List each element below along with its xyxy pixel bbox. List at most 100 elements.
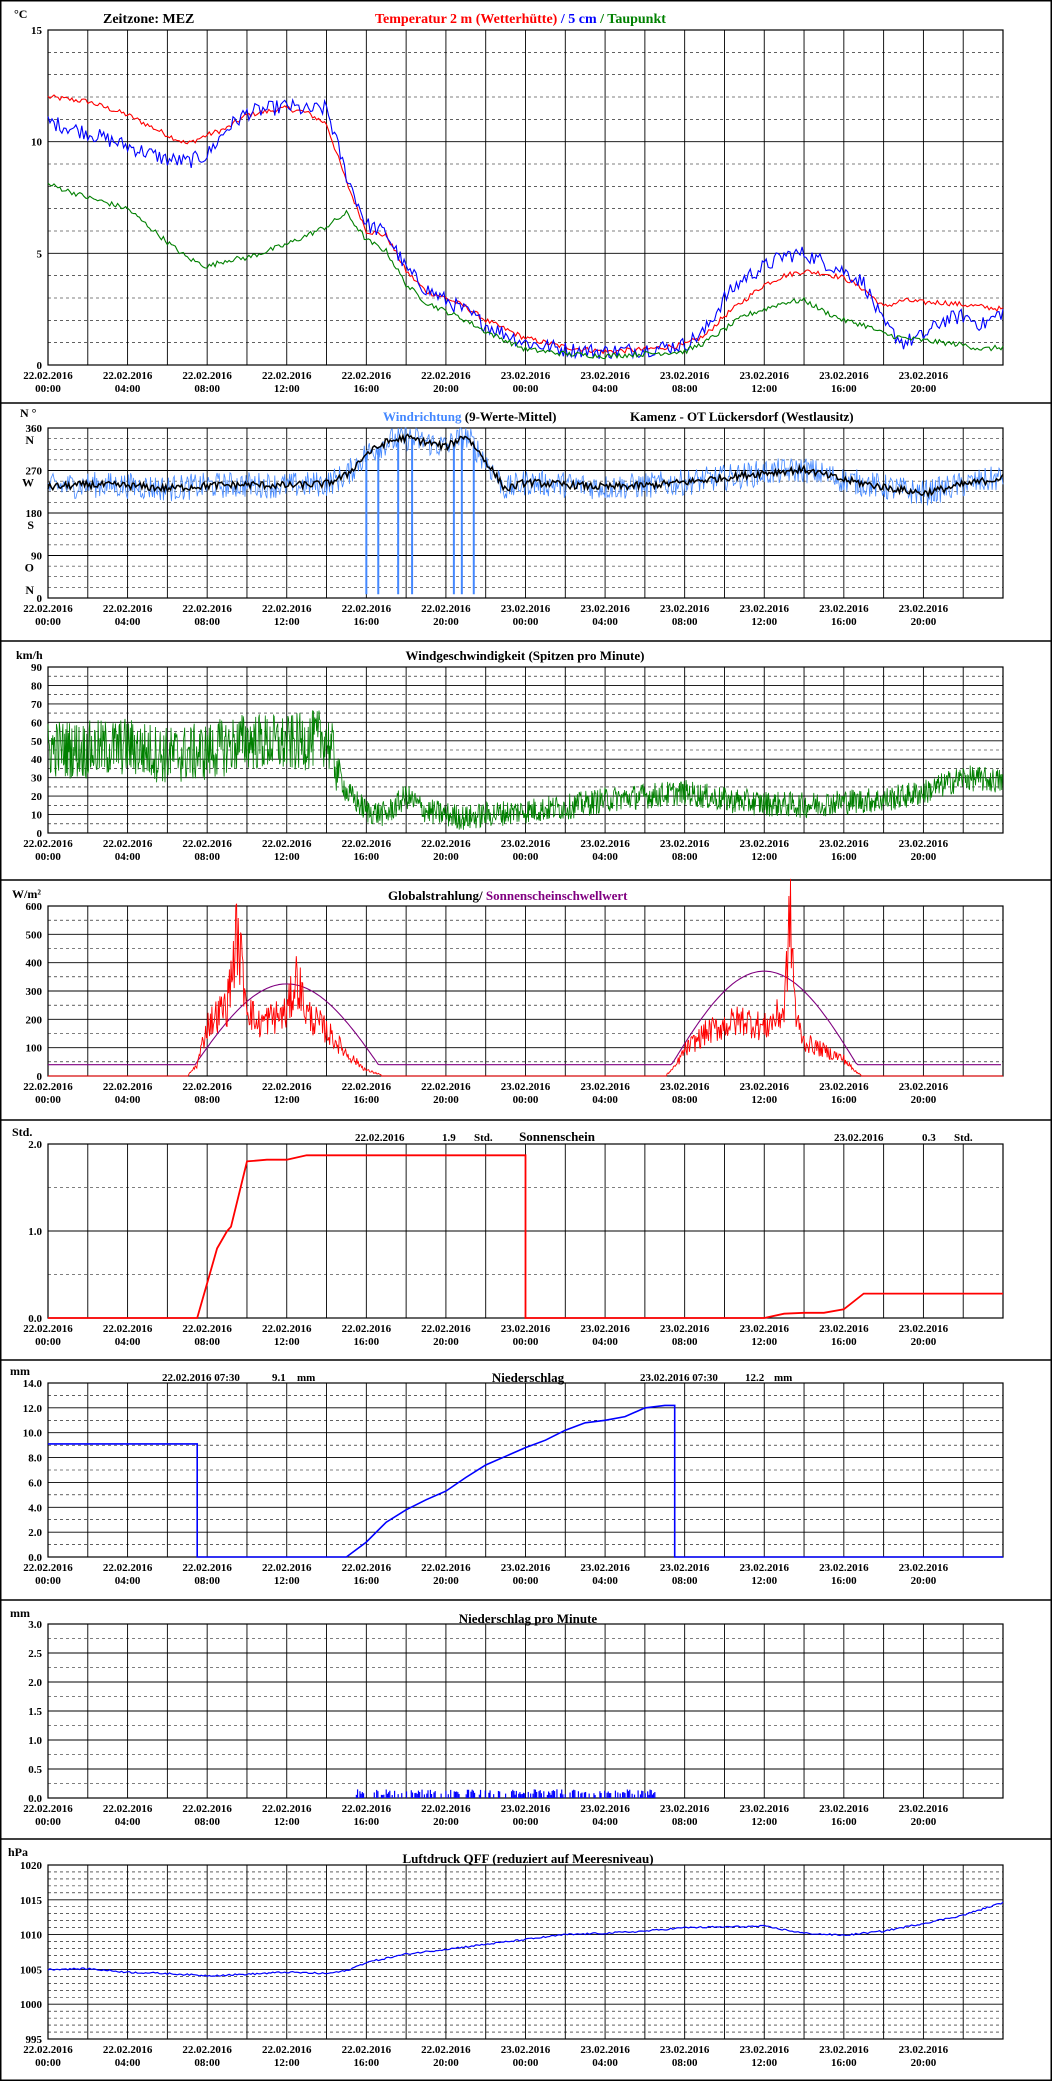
x-tick-time: 04:00	[115, 1336, 141, 1348]
x-tick-time: 08:00	[672, 1336, 698, 1348]
summary-date: 23.02.2016	[834, 1132, 884, 1144]
x-tick-date: 23.02.2016	[899, 838, 949, 850]
y-unit: mm	[10, 1606, 30, 1620]
panel-radiation: 010020030040050060022.02.201600:0022.02.…	[0, 878, 1052, 1121]
x-tick-time: 08:00	[194, 1575, 220, 1587]
title-part: 5 cm	[568, 12, 597, 27]
x-tick-date: 23.02.2016	[740, 1323, 790, 1335]
x-tick-date: 23.02.2016	[501, 1323, 551, 1335]
x-tick-time: 16:00	[353, 1816, 379, 1828]
x-tick-date: 23.02.2016	[501, 370, 551, 382]
x-tick-date: 23.02.2016	[580, 370, 630, 382]
x-tick-time: 12:00	[751, 1336, 777, 1348]
x-tick-date: 23.02.2016	[580, 1803, 630, 1815]
x-tick-date: 23.02.2016	[660, 838, 710, 850]
x-tick-time: 08:00	[672, 1575, 698, 1587]
summary-date: 23.02.2016 07:30	[640, 1372, 718, 1384]
x-tick-date: 22.02.2016	[342, 1323, 392, 1335]
x-tick-time: 20:00	[433, 1816, 459, 1828]
y-tick-label: 0.0	[28, 1313, 42, 1325]
x-tick-date: 23.02.2016	[501, 1562, 551, 1574]
y-unit: °C	[14, 7, 27, 21]
y-tick-label: 10	[31, 810, 43, 822]
y-tick-label: 500	[26, 929, 43, 941]
y-tick-label: 200	[26, 1014, 43, 1026]
x-tick-date: 22.02.2016	[342, 370, 392, 382]
x-tick-time: 04:00	[592, 2057, 618, 2069]
title-part: Taupunkt	[607, 12, 666, 27]
series-line-mean	[47, 433, 1004, 499]
x-tick-date: 23.02.2016	[580, 1323, 630, 1335]
chart-title: Sonnenschein	[519, 1129, 596, 1144]
x-tick-time: 20:00	[911, 616, 937, 628]
summary-unit: Std.	[474, 1132, 493, 1144]
x-tick-date: 22.02.2016	[23, 2044, 73, 2056]
direction-label: W	[22, 476, 34, 490]
x-tick-date: 22.02.2016	[23, 1323, 73, 1335]
x-tick-date: 23.02.2016	[660, 1081, 710, 1093]
x-tick-time: 00:00	[513, 1094, 539, 1106]
x-tick-time: 20:00	[433, 1575, 459, 1587]
y-tick-label: 40	[31, 754, 43, 766]
x-tick-time: 16:00	[353, 1575, 379, 1587]
summary-unit: Std.	[954, 1132, 973, 1144]
x-tick-date: 23.02.2016	[899, 1081, 949, 1093]
x-tick-time: 04:00	[592, 1816, 618, 1828]
series-line-threshold	[48, 970, 1001, 1066]
station-name: Kamenz - OT Lückersdorf (Westlausitz)	[630, 409, 854, 424]
panel-sunshine: 0.01.02.022.02.201600:0022.02.201604:002…	[0, 1125, 1052, 1361]
y-tick-label: 14.0	[23, 1378, 43, 1390]
y-tick-label: 1.5	[28, 1706, 42, 1718]
x-tick-time: 12:00	[274, 1336, 300, 1348]
y-tick-label: 15	[31, 25, 43, 37]
x-tick-time: 12:00	[751, 851, 777, 863]
x-tick-date: 22.02.2016	[103, 1081, 153, 1093]
y-tick-label: 180	[26, 508, 43, 520]
x-tick-date: 23.02.2016	[899, 2044, 949, 2056]
plot-frame	[47, 427, 1004, 599]
y-tick-label: 0	[37, 593, 43, 605]
x-tick-time: 00:00	[513, 2057, 539, 2069]
chart-title: Luftdruck QFF (reduziert auf Meeresnivea…	[402, 1851, 653, 1866]
x-tick-time: 12:00	[751, 1816, 777, 1828]
x-tick-date: 22.02.2016	[23, 603, 73, 615]
x-tick-time: 12:00	[751, 2057, 777, 2069]
y-tick-label: 3.0	[28, 1619, 42, 1631]
x-tick-time: 04:00	[592, 1094, 618, 1106]
x-tick-date: 22.02.2016	[421, 1081, 471, 1093]
x-tick-date: 23.02.2016	[740, 603, 790, 615]
x-tick-time: 20:00	[433, 1336, 459, 1348]
y-tick-label: 0	[37, 360, 43, 372]
series-line-sunshine	[48, 1154, 1003, 1319]
x-tick-date: 22.02.2016	[262, 838, 312, 850]
y-tick-label: 400	[26, 958, 43, 970]
x-tick-date: 22.02.2016	[103, 838, 153, 850]
x-tick-time: 08:00	[194, 616, 220, 628]
x-tick-date: 22.02.2016	[103, 1803, 153, 1815]
x-tick-time: 08:00	[672, 383, 698, 395]
x-tick-date: 23.02.2016	[819, 1323, 869, 1335]
x-tick-time: 16:00	[353, 616, 379, 628]
y-tick-label: 10	[31, 137, 43, 149]
x-tick-time: 04:00	[115, 1816, 141, 1828]
chart-title: Windrichtung (9-Werte-Mittel)	[383, 409, 556, 424]
title-part: Temperatur 2 m (Wetterhütte)	[375, 12, 558, 27]
direction-label: N	[25, 433, 34, 447]
x-tick-time: 04:00	[592, 1575, 618, 1587]
x-tick-date: 23.02.2016	[580, 2044, 630, 2056]
plot-frame	[47, 29, 1004, 366]
y-tick-label: 80	[31, 680, 43, 692]
x-tick-time: 12:00	[274, 2057, 300, 2069]
x-tick-date: 22.02.2016	[421, 370, 471, 382]
y-tick-label: 10.0	[23, 1428, 43, 1440]
y-unit: km/h	[16, 648, 43, 662]
x-tick-time: 20:00	[433, 2057, 459, 2069]
title-part: Globalstrahlung/	[388, 888, 486, 903]
title-part: /	[597, 12, 608, 27]
x-tick-time: 16:00	[353, 851, 379, 863]
y-tick-label: 20	[31, 791, 43, 803]
x-tick-date: 22.02.2016	[262, 2044, 312, 2056]
plot-frame	[47, 666, 1004, 834]
